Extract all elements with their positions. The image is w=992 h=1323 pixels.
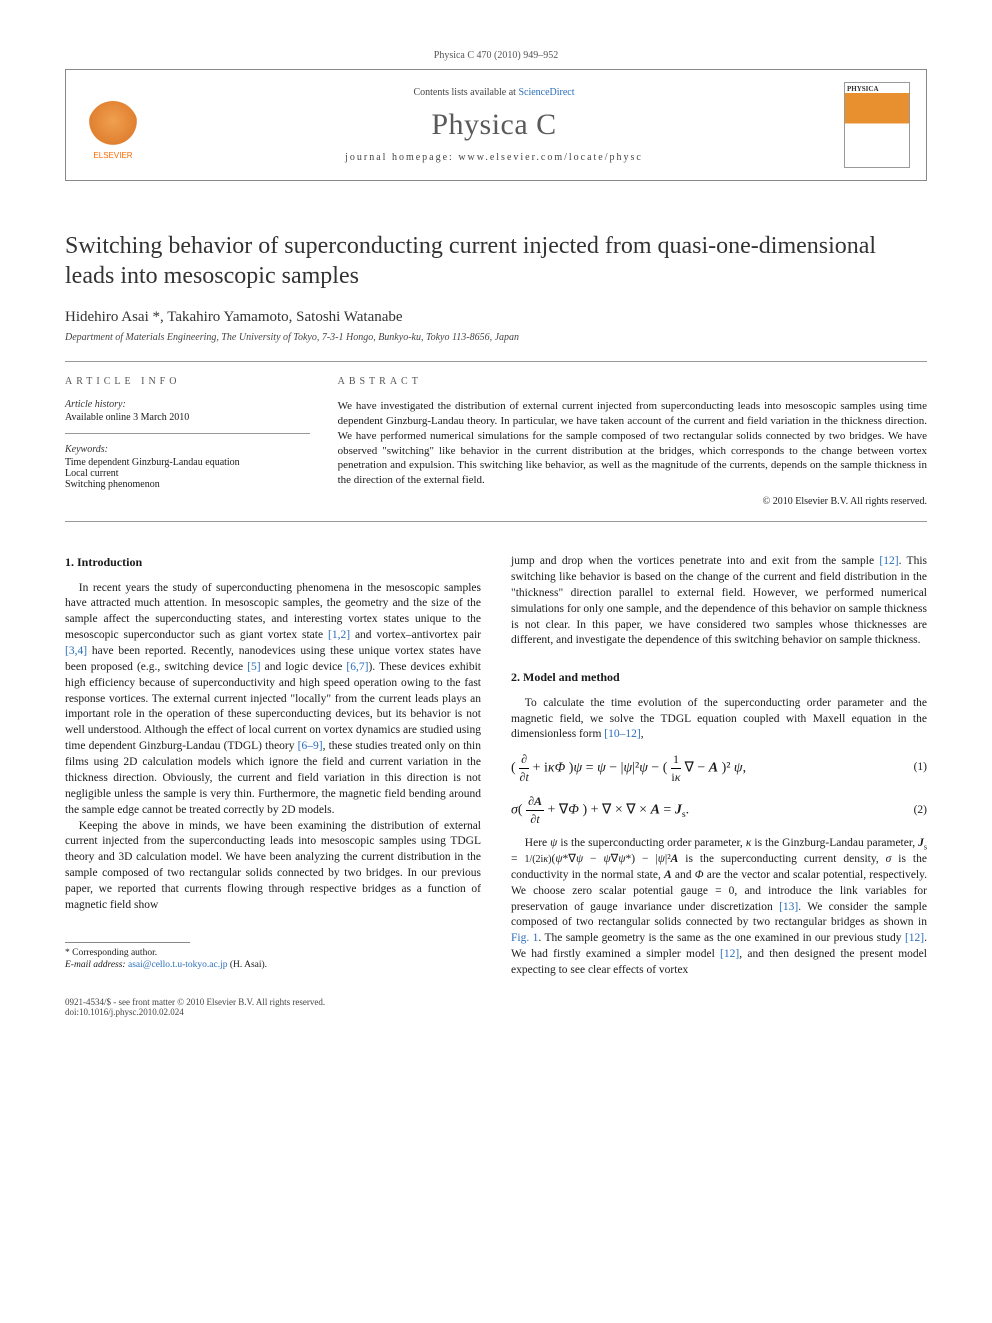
body-columns: 1. Introduction In recent years the stud…: [65, 554, 927, 979]
history-head: Article history:: [65, 399, 310, 410]
intro-para-1: In recent years the study of superconduc…: [65, 581, 481, 819]
left-column: 1. Introduction In recent years the stud…: [65, 554, 481, 979]
corresponding-author-note: * Corresponding author. E-mail address: …: [65, 947, 481, 972]
footnote-rule: [65, 942, 190, 943]
eq2-math: σ( ∂A∂t + ∇Φ ) + ∇ × ∇ × A = Js.: [511, 793, 887, 827]
ref-link[interactable]: [12]: [905, 932, 924, 944]
issn-line: 0921-4534/$ - see front matter © 2010 El…: [65, 997, 927, 1007]
info-abstract-block: article info Article history: Available …: [65, 361, 927, 522]
abstract-head: abstract: [338, 376, 927, 387]
equation-2: σ( ∂A∂t + ∇Φ ) + ∇ × ∇ × A = Js. (2): [511, 793, 927, 827]
keyword: Time dependent Ginzburg-Landau equation: [65, 457, 310, 468]
email-link[interactable]: asai@cello.t.u-tokyo.ac.jp: [128, 960, 228, 970]
publisher-logo: ELSEVIER: [82, 90, 144, 160]
email-name: (H. Asai).: [227, 960, 267, 970]
ref-link[interactable]: [10–12]: [604, 728, 640, 740]
abstract-copyright: © 2010 Elsevier B.V. All rights reserved…: [338, 496, 927, 507]
section-head-intro: 1. Introduction: [65, 554, 481, 571]
article-history: Article history: Available online 3 Marc…: [65, 399, 310, 434]
journal-cover-thumbnail: PHYSICA: [844, 82, 910, 168]
doi-line: doi:10.1016/j.physc.2010.02.024: [65, 1007, 927, 1017]
article-info: article info Article history: Available …: [65, 362, 324, 521]
sciencedirect-link[interactable]: ScienceDirect: [518, 87, 574, 98]
corr-email-line: E-mail address: asai@cello.t.u-tokyo.ac.…: [65, 959, 481, 971]
author-list: Hidehiro Asai *, Takahiro Yamamoto, Sato…: [65, 309, 927, 326]
corr-author: * Corresponding author.: [65, 947, 481, 959]
right-column: jump and drop when the vortices penetrat…: [511, 554, 927, 979]
contents-prefix: Contents lists available at: [413, 87, 518, 98]
eq2-number: (2): [887, 803, 927, 819]
publisher-name: ELSEVIER: [93, 151, 132, 160]
affiliation: Department of Materials Engineering, The…: [65, 332, 927, 343]
ref-link[interactable]: [5]: [247, 661, 260, 673]
eq1-number: (1): [887, 760, 927, 776]
method-para-2: Here ψ is the superconducting order para…: [511, 836, 927, 979]
fig-link[interactable]: Fig. 1: [511, 932, 538, 944]
ref-link[interactable]: [12]: [720, 948, 739, 960]
keywords-head: Keywords:: [65, 444, 310, 455]
journal-masthead: ELSEVIER Contents lists available at Sci…: [65, 69, 927, 181]
intro-para-2: Keeping the above in minds, we have been…: [65, 819, 481, 914]
page-container: Physica C 470 (2010) 949–952 ELSEVIER Co…: [0, 0, 992, 1057]
keyword: Local current: [65, 468, 310, 479]
section-head-method: 2. Model and method: [511, 669, 927, 686]
keyword: Switching phenomenon: [65, 479, 310, 490]
elsevier-tree-icon: [88, 101, 138, 151]
email-label: E-mail address:: [65, 960, 128, 970]
front-matter-line: 0921-4534/$ - see front matter © 2010 El…: [65, 997, 927, 1017]
journal-title: Physica C: [162, 108, 826, 142]
intro-para-3: jump and drop when the vortices penetrat…: [511, 554, 927, 649]
method-para-1: To calculate the time evolution of the s…: [511, 696, 927, 744]
ref-link[interactable]: [13]: [779, 901, 798, 913]
ref-link[interactable]: [1,2]: [328, 629, 350, 641]
ref-link[interactable]: [3,4]: [65, 645, 87, 657]
abstract-text: We have investigated the distribution of…: [338, 399, 927, 488]
history-line: Available online 3 March 2010: [65, 412, 310, 423]
abstract: abstract We have investigated the distri…: [324, 362, 927, 521]
cover-title: PHYSICA: [847, 85, 907, 93]
masthead-center: Contents lists available at ScienceDirec…: [162, 87, 826, 163]
article-info-head: article info: [65, 376, 310, 387]
running-head: Physica C 470 (2010) 949–952: [65, 50, 927, 61]
equation-1: ( ∂∂t + iκΦ )ψ = ψ − |ψ|²ψ − ( 1iκ ∇ − A…: [511, 751, 927, 785]
eq1-math: ( ∂∂t + iκΦ )ψ = ψ − |ψ|²ψ − ( 1iκ ∇ − A…: [511, 751, 887, 785]
journal-homepage: journal homepage: www.elsevier.com/locat…: [162, 152, 826, 163]
ref-link[interactable]: [12]: [879, 555, 898, 567]
ref-link[interactable]: [6,7]: [346, 661, 368, 673]
article-title: Switching behavior of superconducting cu…: [65, 231, 927, 291]
ref-link[interactable]: [6–9]: [298, 740, 323, 752]
contents-line: Contents lists available at ScienceDirec…: [162, 87, 826, 98]
